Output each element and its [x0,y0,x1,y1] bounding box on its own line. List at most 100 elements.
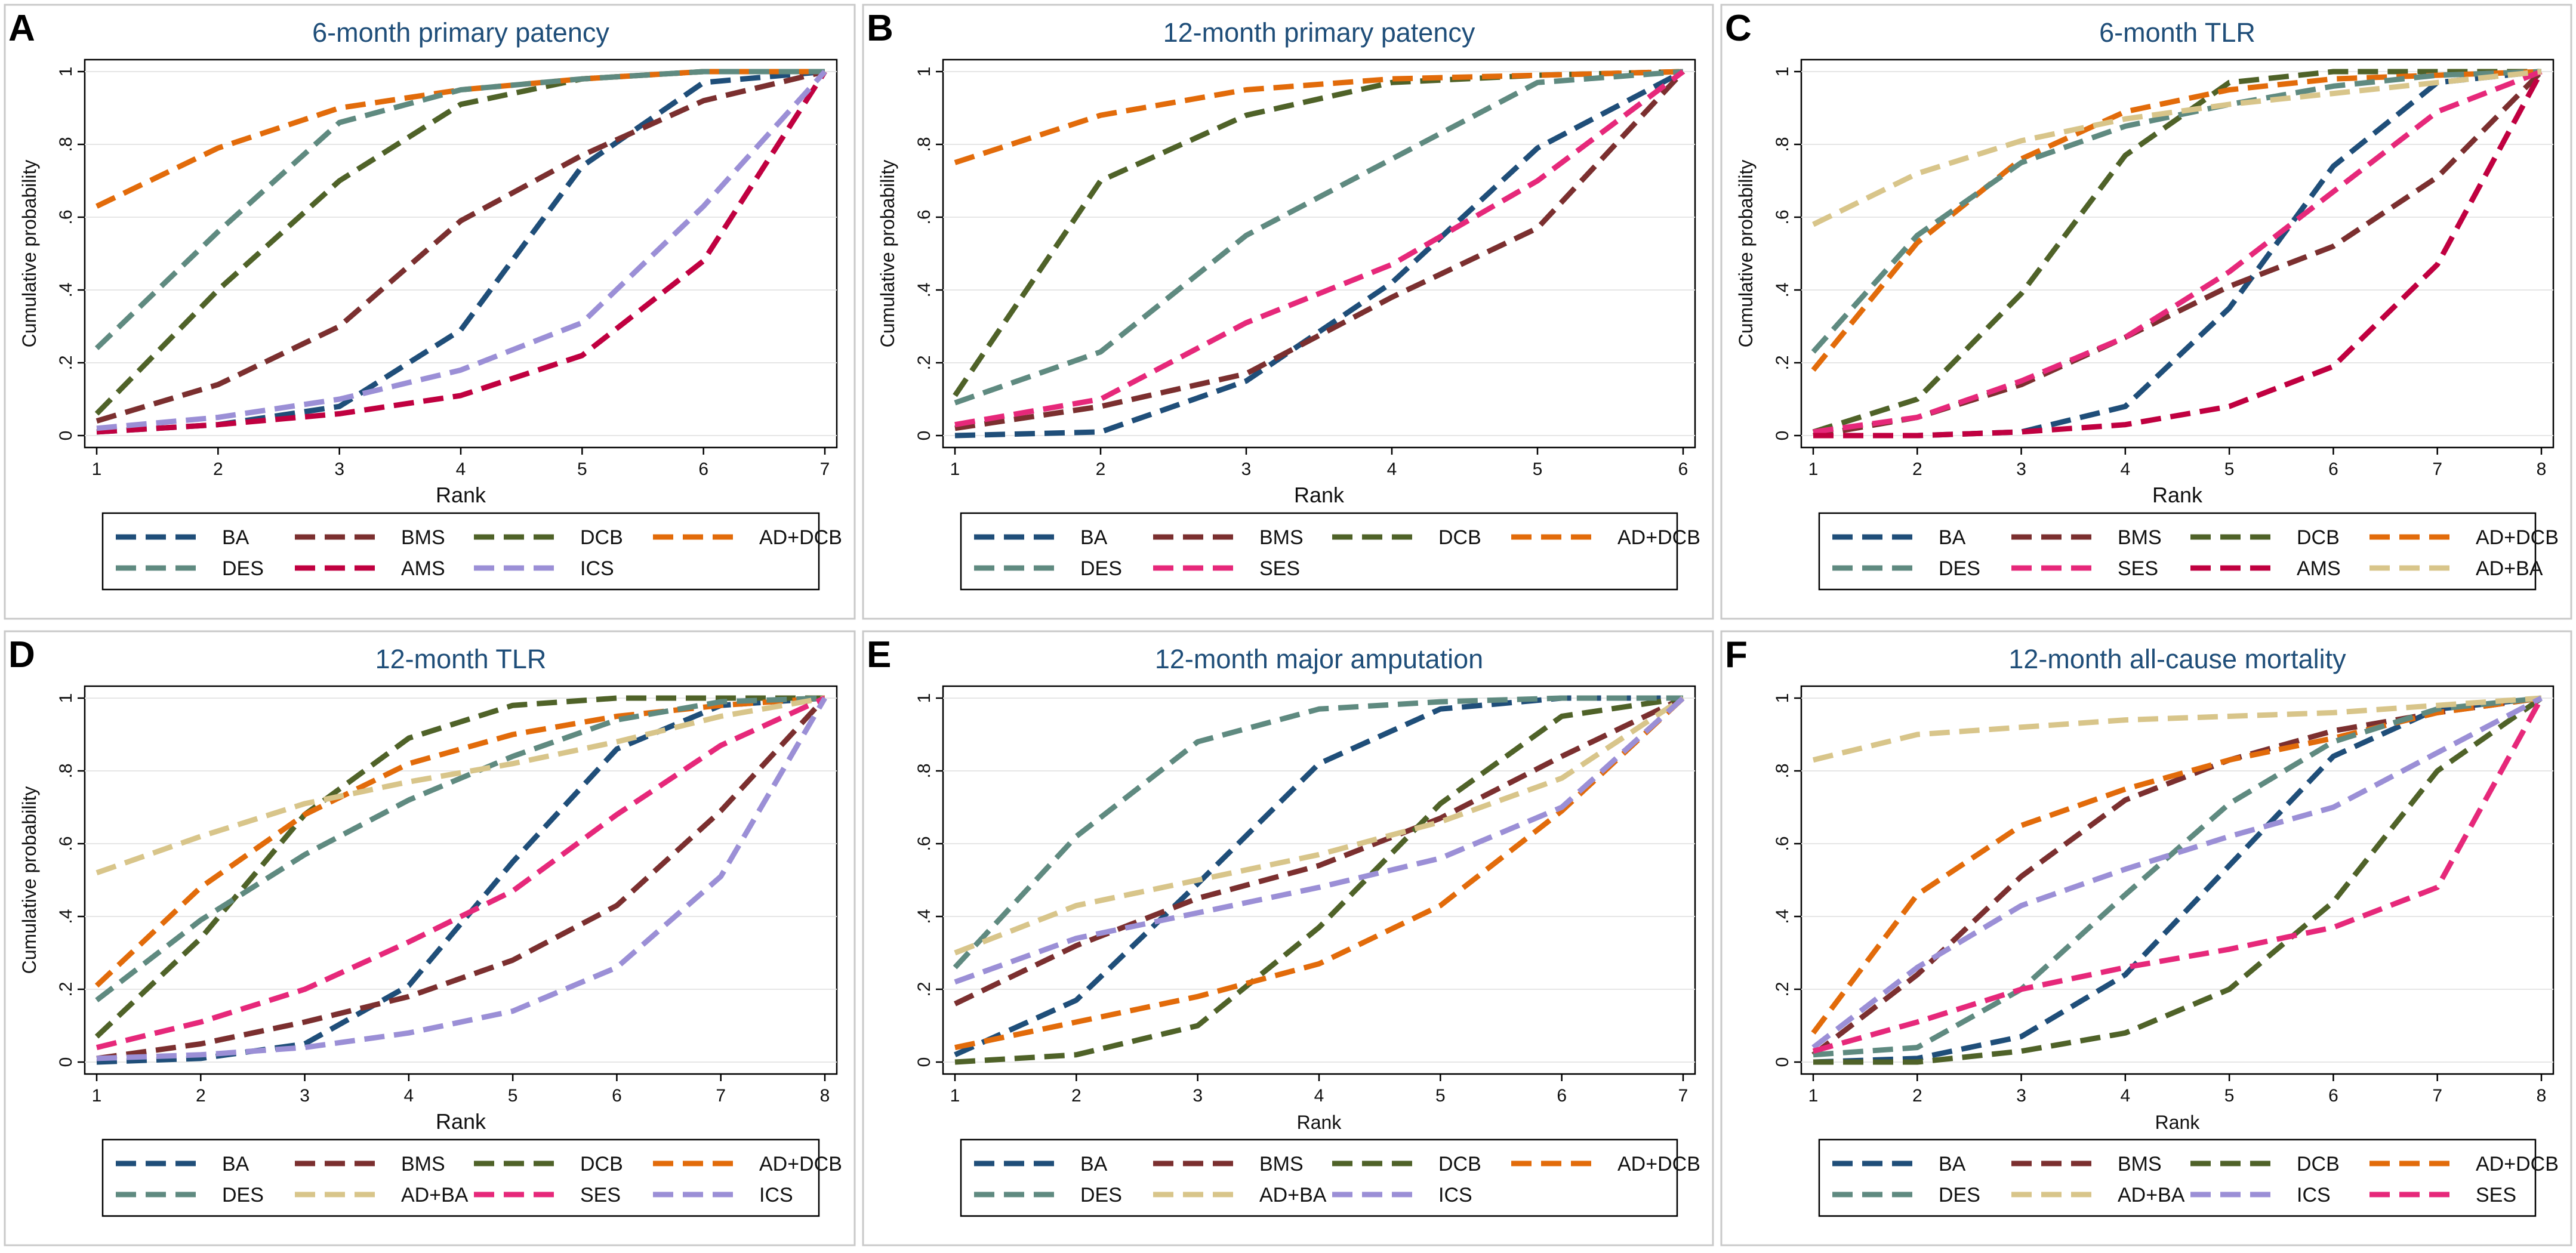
panel-d-xtick-label: 1 [92,1086,102,1106]
panel-f-legend-label-ses: SES [2476,1184,2516,1206]
panel-c-xtick-label: 8 [2537,459,2547,479]
panel-c-xtick-label: 2 [1912,459,1922,479]
panel-c-legend-label-ad-ba: AD+BA [2476,557,2543,580]
panel-b-series-dcb [953,69,1684,397]
panel-a-legend-label-ad-dcb: AD+DCB [759,526,842,549]
panel-c-xtick-label: 6 [2328,459,2338,479]
panel-e-ytick-label: .6 [914,836,934,851]
panel-d-ytick-label: .8 [56,763,76,778]
panel-e-series-dcb [954,695,1684,1065]
panel-b-ytick-label: 0 [914,431,934,441]
panel-f-xtick-label: 3 [2016,1086,2026,1106]
panel-d-legend-label-ad-ba: AD+BA [401,1184,469,1206]
panel-a-xtick-label: 4 [456,459,466,479]
panel-e-xtick-label: 4 [1314,1086,1324,1106]
panel-c-legend-label-bms: BMS [2118,526,2162,549]
panel-a-plot-area [84,58,838,449]
panel-a-legend-label-ams: AMS [401,557,445,580]
panel-d-series-des [95,695,825,1002]
panel-e-legend-label-des: DES [1080,1184,1122,1206]
panel-f-legend-label-dcb: DCB [2297,1153,2340,1175]
panel-e-xtick-label: 2 [1071,1086,1081,1106]
panel-c-xtick-label: 4 [2121,459,2131,479]
panel-a-legend-label-des: DES [222,557,264,580]
panel-b: 0 .2 .4 .6 .8 1 1 2 3 4 5 6 Rank Cumulative probabili… [862,4,1714,620]
panel-b-ytick-label: .4 [914,282,934,297]
panel-c-xtick-label: 1 [1808,459,1819,479]
panel-c-y-axis-label: Cumulative probability [1735,160,1757,348]
panel-a-y-axis-label: Cumulative probability [19,160,40,348]
panel-b-xtick-label: 3 [1241,459,1252,479]
panel-f-ytick-label: 0 [1773,1057,1792,1067]
panel-d-ytick-label: 0 [56,1057,76,1067]
panel-d-title: 12-month TLR [375,644,547,674]
panel-e-xtick-label: 3 [1193,1086,1203,1106]
panel-e-series-bms [954,695,1684,1007]
panel-b-legend-label-ba: BA [1080,526,1108,549]
panel-a-letter: A [8,8,35,49]
panel-f-legend-label-bms: BMS [2118,1153,2162,1175]
panel-b-xtick-label: 6 [1678,459,1688,479]
panel-e-letter: E [867,634,891,675]
panel-c-xtick-label: 5 [2224,459,2235,479]
panel-a-legend-label-dcb: DCB [580,526,623,549]
panel-e-legend-label-bms: BMS [1259,1153,1304,1175]
panel-f-legend-label-ba: BA [1939,1153,1966,1175]
panel-c-xtick-label: 3 [2016,459,2026,479]
panel-f-ytick-label: .8 [1773,763,1792,778]
panel-d-xtick-label: 4 [404,1086,414,1106]
panel-d-legend-label-ics: ICS [759,1184,793,1206]
panel-a-legend-label-ba: BA [222,526,249,549]
panel-f-xtick-label: 8 [2537,1086,2547,1106]
panel-d-ytick-label: .6 [56,836,76,851]
panel-d: 0 .2 .4 .6 .8 1 1 2 3 4 5 6 7 8 Rank Cumulative probabi… [4,630,856,1246]
panel-c-series-ses [1813,69,2543,435]
panel-f-x-axis-label: Rank [2155,1112,2201,1133]
panel-a-legend-label-ics: ICS [580,557,614,580]
panel-e-xtick-label: 7 [1678,1086,1688,1106]
panel-a-x-axis-label: Rank [436,483,486,507]
panel-b-ytick-label: 1 [914,67,934,77]
panel-f-xtick-label: 6 [2328,1086,2338,1106]
panel-a-xtick-label: 5 [577,459,587,479]
panel-d-y-axis-label: Cumulative probability [19,786,40,974]
panel-e-series-ad-ba [954,696,1685,956]
panel-b-series-ad-dcb [954,69,1684,165]
panel-f-xtick-label: 7 [2432,1086,2442,1106]
panel-c-xtick-label: 7 [2432,459,2442,479]
panel-f-ytick-label: .4 [1773,909,1792,924]
panel-d-xtick-label: 6 [612,1086,622,1106]
panel-e-legend-label-ba: BA [1080,1153,1108,1175]
panel-d-xtick-label: 3 [300,1086,310,1106]
panel-c-x-axis-label: Rank [2152,483,2203,507]
panel-f-plot-area [1800,685,2555,1075]
panel-e-plot-area [942,685,1696,1075]
panel-b-xtick-label: 2 [1096,459,1106,479]
panel-c-title: 6-month TLR [2099,17,2255,48]
panel-b-series-bms [954,69,1686,431]
panel-f-series-des [1813,695,2542,1058]
panel-e-series-ics [954,696,1686,985]
panel-b-ytick-label: .2 [914,355,934,370]
panel-b-series-ba [954,69,1685,439]
panel-f-legend-label-ad-ba: AD+BA [2118,1184,2185,1206]
panel-e-xtick-label: 6 [1557,1086,1567,1106]
panel-e: 0 .2 .4 .6 .8 1 1 2 3 4 5 6 7 Rank 12-month major ampu… [862,630,1714,1246]
panel-f-title: 12-month all-cause mortality [2008,644,2346,674]
panel-f-legend-label-ics: ICS [2297,1184,2331,1206]
panel-d-legend-label-des: DES [222,1184,264,1206]
panel-e-title: 12-month major amputation [1155,644,1483,674]
panel-e-legend [960,1138,1678,1217]
panel-c-series-ad-ba [1812,69,2542,227]
panel-a: 0 .2 .4 .6 .8 1 1 2 3 4 5 6 7 Rank Cumulative probabil… [4,4,856,620]
panel-b-legend-label-ses: SES [1259,557,1300,580]
panel-b-xtick-label: 1 [950,459,960,479]
panel-c-series-ams [1813,70,2544,439]
panel-e-ytick-label: .2 [914,982,934,996]
panel-a-series-bms [95,69,826,424]
panel-a-series-ams [96,70,827,435]
panel-f: 0 .2 .4 .6 .8 1 1 2 3 4 5 6 7 8 Rank 12-month all-cause… [1720,630,2572,1246]
panel-f-series-ics [1811,696,2543,1050]
panel-d-series-bms [96,696,827,1061]
panel-d-legend-label-dcb: DCB [580,1153,623,1175]
